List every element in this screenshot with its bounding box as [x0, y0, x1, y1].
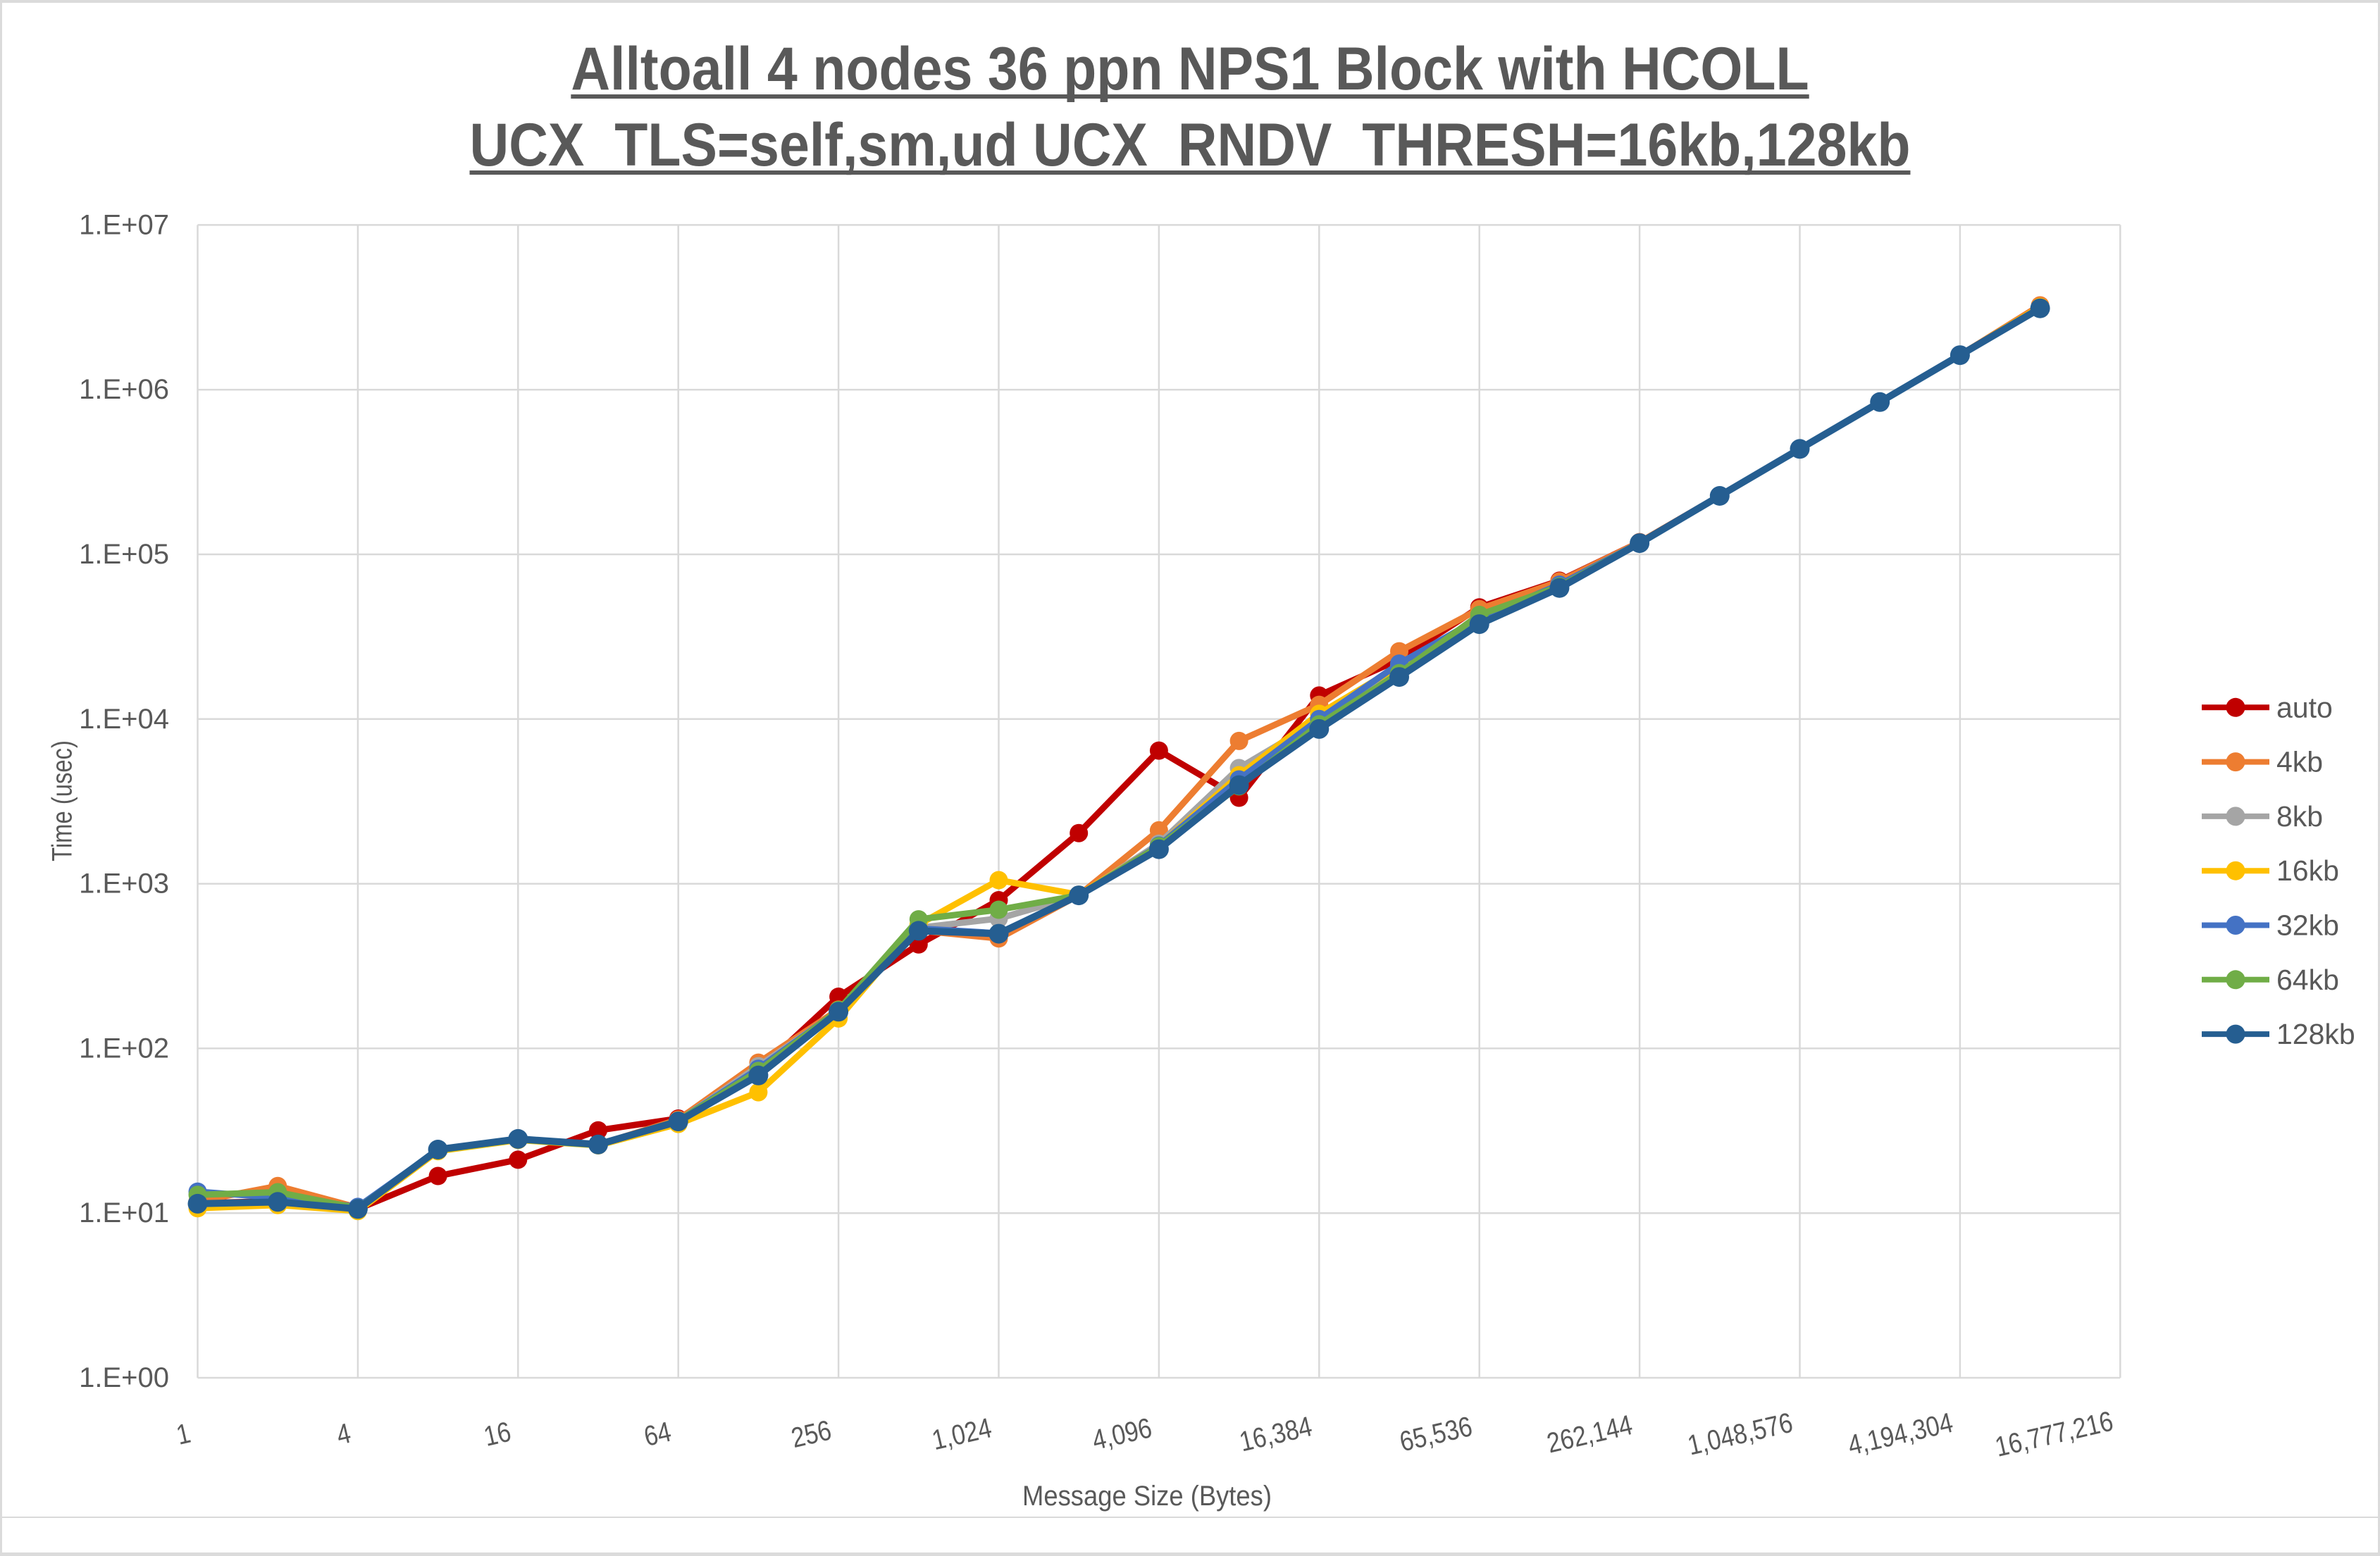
svg-text:1.E+01: 1.E+01	[79, 1197, 169, 1228]
svg-text:262,144: 262,144	[1544, 1408, 1635, 1459]
svg-text:1.E+00: 1.E+00	[79, 1362, 169, 1393]
svg-text:4: 4	[333, 1417, 354, 1450]
svg-text:1.E+02: 1.E+02	[79, 1033, 169, 1064]
svg-text:4kb: 4kb	[2276, 746, 2323, 778]
svg-text:64: 64	[641, 1415, 674, 1452]
svg-text:65,536: 65,536	[1396, 1410, 1475, 1457]
svg-text:128kb: 128kb	[2276, 1018, 2355, 1050]
svg-text:Message Size (Bytes): Message Size (Bytes)	[1022, 1481, 1272, 1512]
svg-text:16kb: 16kb	[2276, 854, 2339, 887]
svg-text:1.E+03: 1.E+03	[79, 869, 169, 900]
svg-text:256: 256	[788, 1414, 834, 1454]
svg-text:1: 1	[173, 1417, 194, 1450]
svg-text:1,048,576: 1,048,576	[1685, 1406, 1796, 1461]
svg-text:16: 16	[481, 1415, 514, 1452]
svg-text:4,096: 4,096	[1089, 1412, 1155, 1456]
svg-text:16,384: 16,384	[1237, 1410, 1315, 1457]
svg-text:1.E+06: 1.E+06	[79, 374, 169, 405]
svg-text:64kb: 64kb	[2276, 964, 2339, 996]
svg-text:auto: auto	[2276, 691, 2333, 723]
svg-text:4,194,304: 4,194,304	[1845, 1406, 1956, 1461]
svg-text:1.E+05: 1.E+05	[79, 539, 169, 570]
svg-text:1.E+07: 1.E+07	[79, 209, 169, 240]
svg-text:1,024: 1,024	[929, 1412, 994, 1456]
svg-text:Time (usec): Time (usec)	[47, 740, 78, 861]
svg-text:32kb: 32kb	[2276, 909, 2339, 942]
svg-text:1.E+04: 1.E+04	[79, 704, 169, 735]
svg-text:16,777,216: 16,777,216	[1992, 1405, 2116, 1462]
svg-text:8kb: 8kb	[2276, 800, 2323, 833]
